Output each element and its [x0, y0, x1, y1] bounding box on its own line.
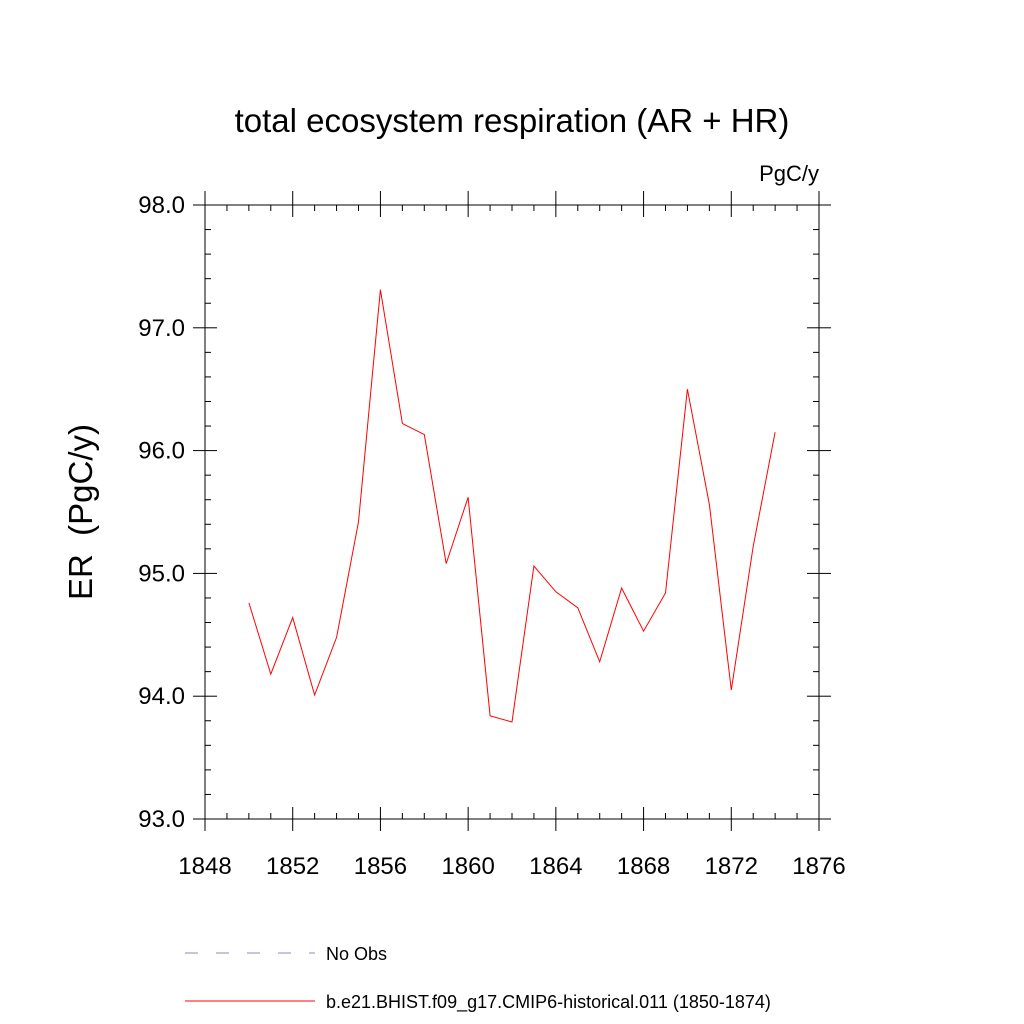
legend-label-model-run: b.e21.BHIST.f09_g17.CMIP6-historical.011… [326, 992, 771, 1013]
x-tick-label: 1872 [705, 853, 758, 880]
plot-frame [204, 204, 820, 820]
x-tick-label: 1856 [354, 853, 407, 880]
x-tick-label: 1876 [792, 853, 845, 880]
x-tick-labels: 1848 1852 1856 1860 1864 1868 1872 1876 [178, 853, 845, 880]
series-line [248, 289, 776, 723]
y-tick-label: 94.0 [138, 683, 185, 710]
y-tick-label: 96.0 [138, 438, 185, 465]
chart-title: total ecosystem respiration (AR + HR) [235, 102, 790, 139]
x-tick-label: 1848 [178, 853, 231, 880]
units-label: PgC/y [759, 161, 819, 186]
y-tick-labels: 93.0 94.0 95.0 96.0 97.0 98.0 [138, 192, 185, 833]
y-tick-label: 93.0 [138, 806, 185, 833]
axis-ticks [193, 191, 831, 831]
x-tick-label: 1868 [617, 853, 670, 880]
y-axis-label: ER (PgC/y) [62, 424, 99, 600]
y-tick-label: 95.0 [138, 560, 185, 587]
x-tick-label: 1860 [441, 853, 494, 880]
legend: No Obs b.e21.BHIST.f09_g17.CMIP6-histori… [185, 944, 771, 1013]
data-series [248, 289, 776, 723]
y-tick-label: 98.0 [138, 192, 185, 219]
x-tick-label: 1864 [529, 853, 582, 880]
legend-label-no-obs: No Obs [326, 944, 387, 964]
x-tick-label: 1852 [266, 853, 319, 880]
y-tick-label: 97.0 [138, 315, 185, 342]
